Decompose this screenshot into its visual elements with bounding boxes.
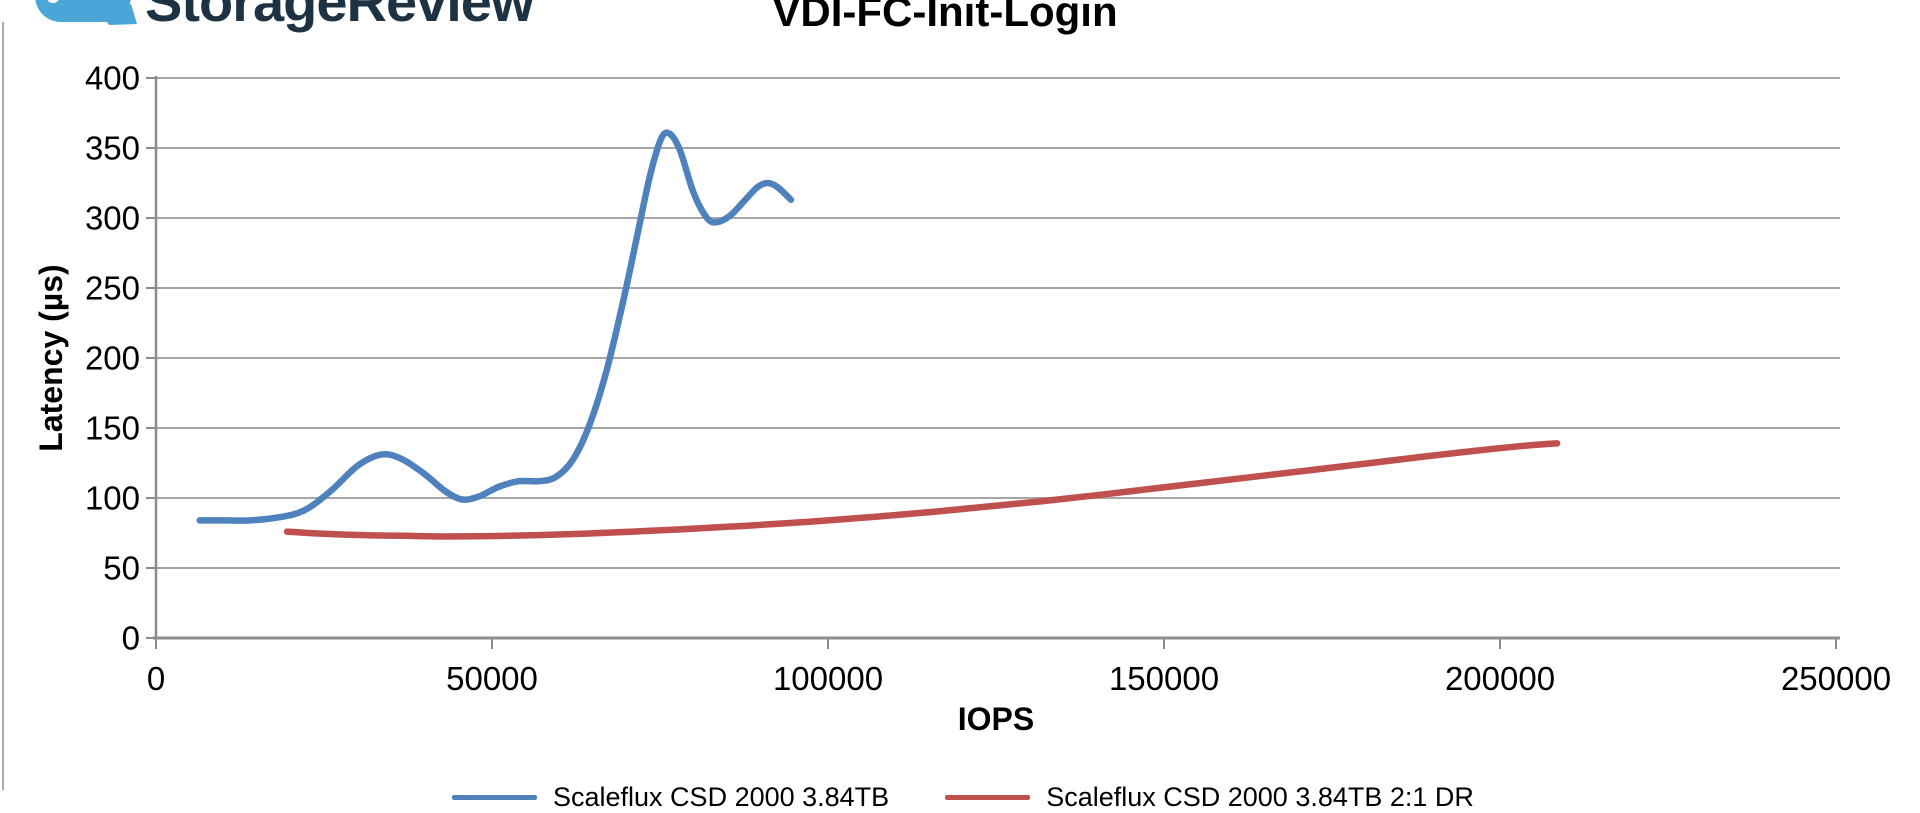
x-tick-label-50000: 50000 [446,660,538,697]
series-line-1 [283,440,1561,540]
legend-label-0: Scaleflux CSD 2000 3.84TB [553,782,890,812]
y-tick-label-0: 0 [122,620,140,657]
y-tick-label-350: 350 [85,130,140,167]
x-tick-label-100000: 100000 [773,660,883,697]
y-tick-label-400: 400 [85,60,140,97]
chart-title: VDI-FC-Init-Login [772,0,1118,35]
y-tick-label-200: 200 [85,340,140,377]
series-line-0 [196,129,795,524]
y-axis-title: Latency (µs) [33,264,69,451]
y-tick-label-50: 50 [103,550,140,587]
legend-label-1: Scaleflux CSD 2000 3.84TB 2:1 DR [1046,782,1474,812]
gridlines [156,77,1840,639]
tick-labels: 0 50 100 150 200 250 300 350 400 0 50000 100000 1500… [85,60,1891,697]
chart-border-left [2,22,4,790]
legend-item-1: Scaleflux CSD 2000 3.84TB 2:1 DR [945,782,1474,813]
y-tick-label-150: 150 [85,410,140,447]
x-tick-label-0: 0 [147,660,165,697]
y-tick-label-100: 100 [85,480,140,517]
legend-item-0: Scaleflux CSD 2000 3.84TB [452,782,890,813]
series-lines [196,129,1561,540]
axes [146,76,1840,649]
legend: Scaleflux CSD 2000 3.84TB Scaleflux CSD 2… [452,782,1474,813]
storagereview-logo-icon [35,0,137,25]
legend-line-sample-1 [945,795,1031,800]
legend-line-sample-0 [452,795,537,800]
y-tick-label-250: 250 [85,270,140,307]
x-tick-label-200000: 200000 [1445,660,1555,697]
y-tick-label-300: 300 [85,200,140,237]
x-tick-label-250000: 250000 [1781,660,1891,697]
x-tick-label-150000: 150000 [1109,660,1219,697]
logo-icon-tail [103,4,137,25]
x-axis-title: IOPS [958,701,1034,737]
storagereview-logo-text: StorageReview [145,0,534,33]
